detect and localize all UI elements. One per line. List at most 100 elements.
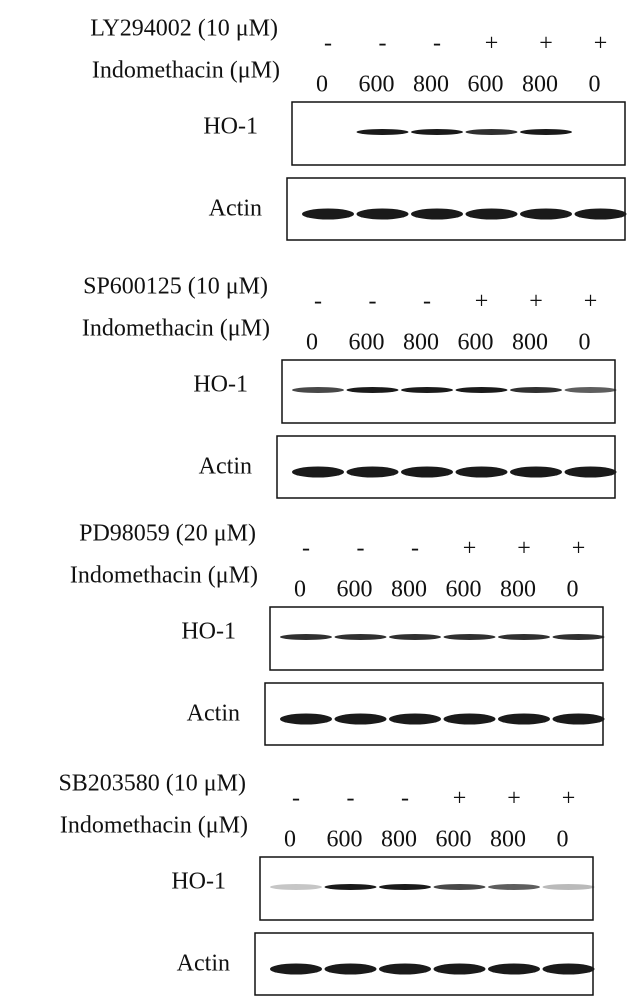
band xyxy=(411,129,463,135)
sign-label: - xyxy=(302,536,310,562)
band xyxy=(498,634,550,640)
sign-label: - xyxy=(324,31,332,57)
band xyxy=(357,209,409,220)
sign-label: - xyxy=(369,289,377,315)
band xyxy=(325,884,377,890)
band xyxy=(543,884,595,890)
sign-label: - xyxy=(347,786,355,812)
band xyxy=(488,964,540,975)
sign-label: + xyxy=(539,31,553,57)
band xyxy=(335,634,387,640)
blot-label: Actin xyxy=(199,454,252,480)
band xyxy=(444,714,496,725)
dose-label: 600 xyxy=(436,827,472,853)
dose-label: 800 xyxy=(500,577,536,603)
sign-label: - xyxy=(433,31,441,57)
dose-label: 800 xyxy=(381,827,417,853)
band xyxy=(510,387,562,393)
blot-label: HO-1 xyxy=(171,869,226,895)
sign-label: - xyxy=(292,786,300,812)
band xyxy=(543,964,595,975)
sign-label: - xyxy=(357,536,365,562)
dose-label: 0 xyxy=(306,330,318,356)
inhibitor-label: PD98059 (20 μM) xyxy=(79,521,256,547)
band xyxy=(434,964,486,975)
sign-label: - xyxy=(401,786,409,812)
band xyxy=(379,884,431,890)
treatment-label: Indomethacin (μM) xyxy=(82,316,270,342)
band xyxy=(498,714,550,725)
band xyxy=(401,387,453,393)
dose-label: 0 xyxy=(316,72,328,98)
sign-label: + xyxy=(584,289,598,315)
dose-label: 800 xyxy=(403,330,439,356)
band xyxy=(270,884,322,890)
dose-label: 0 xyxy=(284,827,296,853)
sign-label: + xyxy=(475,289,489,315)
dose-label: 800 xyxy=(512,330,548,356)
dose-label: 600 xyxy=(327,827,363,853)
band xyxy=(565,467,617,478)
dose-label: 800 xyxy=(490,827,526,853)
dose-label: 0 xyxy=(567,577,579,603)
dose-label: 600 xyxy=(446,577,482,603)
blot-label: Actin xyxy=(177,951,230,977)
band xyxy=(401,467,453,478)
dose-label: 600 xyxy=(359,72,395,98)
band xyxy=(456,467,508,478)
sign-label: + xyxy=(572,536,586,562)
dose-label: 600 xyxy=(458,330,494,356)
band xyxy=(325,964,377,975)
band xyxy=(389,714,441,725)
band xyxy=(379,964,431,975)
band xyxy=(292,467,344,478)
treatment-label: Indomethacin (μM) xyxy=(92,58,280,84)
band xyxy=(411,209,463,220)
dose-label: 0 xyxy=(579,330,591,356)
blot-label: HO-1 xyxy=(193,372,248,398)
blot-label: HO-1 xyxy=(203,114,258,140)
dose-label: 600 xyxy=(337,577,373,603)
sign-label: + xyxy=(453,786,467,812)
band xyxy=(389,634,441,640)
dose-label: 800 xyxy=(413,72,449,98)
figure: LY294002 (10 μM) Indomethacin (μM) - - - + + +0… xyxy=(0,0,628,1000)
band xyxy=(270,964,322,975)
band xyxy=(575,209,627,220)
dose-label: 600 xyxy=(468,72,504,98)
band xyxy=(280,634,332,640)
sign-label: - xyxy=(379,31,387,57)
band xyxy=(444,634,496,640)
sign-label: - xyxy=(411,536,419,562)
sign-label: + xyxy=(507,786,521,812)
dose-label: 800 xyxy=(522,72,558,98)
band xyxy=(553,714,605,725)
sign-label: + xyxy=(485,31,499,57)
dose-label: 0 xyxy=(589,72,601,98)
band xyxy=(357,129,409,135)
band xyxy=(488,884,540,890)
sign-label: + xyxy=(463,536,477,562)
band xyxy=(456,387,508,393)
band xyxy=(302,209,354,220)
band xyxy=(280,714,332,725)
treatment-label: Indomethacin (μM) xyxy=(60,813,248,839)
band xyxy=(335,714,387,725)
sign-label: + xyxy=(517,536,531,562)
sign-label: + xyxy=(594,31,608,57)
band xyxy=(510,467,562,478)
band xyxy=(347,387,399,393)
inhibitor-label: SP600125 (10 μM) xyxy=(83,274,268,300)
band xyxy=(347,467,399,478)
inhibitor-label: LY294002 (10 μM) xyxy=(90,16,278,42)
sign-label: + xyxy=(562,786,576,812)
band xyxy=(565,387,617,393)
dose-label: 600 xyxy=(349,330,385,356)
band xyxy=(466,209,518,220)
blot-label: HO-1 xyxy=(181,619,236,645)
inhibitor-label: SB203580 (10 μM) xyxy=(58,771,246,797)
band xyxy=(434,884,486,890)
sign-label: - xyxy=(314,289,322,315)
band xyxy=(520,209,572,220)
band xyxy=(520,129,572,135)
